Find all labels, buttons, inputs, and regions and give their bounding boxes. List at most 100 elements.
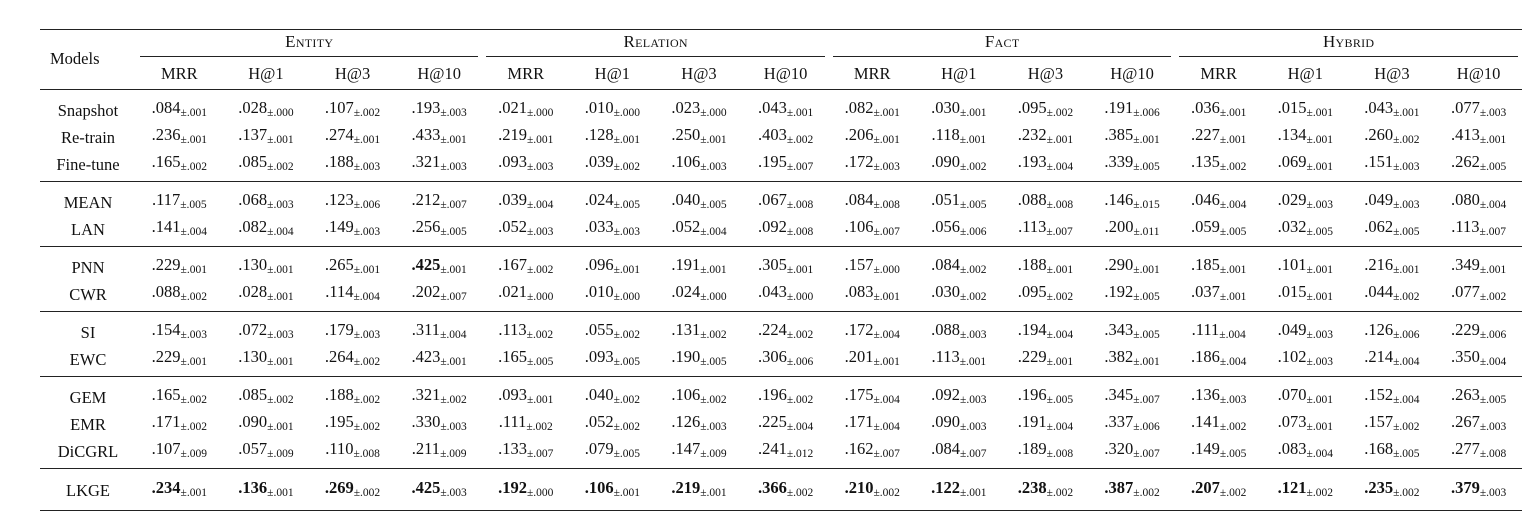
cell-std: ±.004: [440, 329, 467, 341]
cell-std: ±.003: [180, 329, 207, 341]
cell-std: ±.001: [873, 134, 900, 146]
metric-header: MRR: [1200, 64, 1238, 83]
table-cell: .339±.005: [1089, 151, 1176, 182]
cell-value: .157: [1364, 412, 1394, 431]
cell-value: .062: [1364, 217, 1394, 236]
cell-value: .350: [1450, 347, 1480, 366]
cell-value: .263: [1450, 385, 1480, 404]
table-cell: .106±.003: [656, 151, 743, 182]
table-cell: .084±.001: [136, 89, 223, 124]
cell-value: .077: [1450, 98, 1480, 117]
table-cell: .113±.002: [482, 311, 570, 346]
cell-std: ±.001: [700, 134, 727, 146]
metric-header: H@3: [681, 64, 717, 83]
table-cell: .088±.008: [1002, 181, 1089, 216]
cell-std: ±.004: [267, 226, 294, 238]
cell-value: .152: [1364, 385, 1394, 404]
cell-value: .085: [238, 152, 268, 171]
table-cell: .123±.006: [309, 181, 396, 216]
table-cell: .234±.001: [136, 468, 223, 511]
cell-value: .321: [411, 152, 441, 171]
metric-header: H@1: [594, 64, 631, 83]
table-cell: .046±.004: [1175, 181, 1262, 216]
table-cell: .152±.004: [1348, 376, 1436, 411]
cell-std: ±.002: [613, 329, 641, 341]
table-cell: .219±.001: [655, 468, 743, 511]
cell-value: .185: [1191, 255, 1220, 274]
cell-value: .311: [411, 320, 441, 339]
cell-std: ±.001: [1306, 107, 1333, 119]
table-cell: .084±.002: [915, 246, 1003, 281]
cell-std: ±.002: [180, 394, 207, 406]
cell-std: ±.003: [526, 226, 554, 238]
cell-std: ±.005: [1219, 448, 1247, 460]
table-cell: .241±.012: [742, 438, 829, 469]
table-row: Re-train .236±.001.137±.001.274±.001.433±…: [40, 124, 1522, 151]
table-cell: .130±.001: [222, 246, 310, 281]
cell-std: ±.001: [526, 134, 554, 146]
cell-value: .077: [1450, 282, 1480, 301]
table-cell: .192±.005: [1089, 281, 1176, 312]
cell-value: .229: [151, 347, 181, 366]
cell-value: .214: [1364, 347, 1394, 366]
cell-std: ±.001: [180, 487, 207, 499]
cell-std: ±.004: [786, 421, 814, 433]
model-name: Snapshot: [40, 89, 137, 124]
table-cell: .043±.001: [742, 89, 829, 124]
cell-std: ±.000: [613, 291, 641, 303]
cell-value: .433: [411, 125, 441, 144]
cell-std: ±.001: [959, 134, 987, 146]
cell-value: .290: [1104, 255, 1134, 274]
table-cell: .090±.002: [916, 151, 1003, 182]
table-cell: .032±.005: [1262, 216, 1349, 247]
cell-std: ±.003: [1479, 421, 1507, 433]
table-cell: .274±.001: [309, 124, 396, 151]
cell-std: ±.007: [440, 199, 467, 211]
cell-value: .196: [757, 385, 787, 404]
table-cell: .337±.006: [1089, 411, 1176, 438]
table-row: DiCGRL .107±.009.057±.009.110±.008.211±.0…: [40, 438, 1522, 469]
cell-std: ±.002: [353, 356, 381, 368]
cell-value: .090: [931, 152, 961, 171]
cell-value: .111: [498, 412, 527, 431]
cell-value: .029: [1277, 190, 1307, 209]
cell-value: .122: [931, 478, 961, 497]
table-cell: .172±.003: [829, 151, 916, 182]
model-name: EWC: [69, 350, 107, 369]
cell-value: .028: [238, 282, 268, 301]
cell-std: ±.002: [1046, 107, 1074, 119]
table-cell: .036±.001: [1175, 89, 1262, 124]
table-cell: .193±.003: [395, 89, 483, 124]
cell-std: ±.001: [1306, 291, 1333, 303]
cell-value: .052: [671, 217, 701, 236]
cell-std: ±.000: [873, 264, 900, 276]
cell-std: ±.001: [1046, 356, 1074, 368]
cell-value: .070: [1277, 385, 1307, 404]
cell-value: .090: [931, 412, 961, 431]
cell-value: .084: [844, 190, 874, 209]
table-cell: .225±.004: [742, 411, 829, 438]
cell-std: ±.002: [786, 329, 814, 341]
cell-value: .267: [1450, 412, 1480, 431]
cell-value: .236: [151, 125, 181, 144]
cell-value: .151: [1364, 152, 1394, 171]
cell-value: .425: [411, 255, 441, 274]
table-cell: .128±.001: [569, 124, 656, 151]
cell-value: .256: [411, 217, 441, 236]
table-cell: .113±.007: [1435, 216, 1522, 247]
cell-std: ±.008: [786, 199, 814, 211]
cell-std: ±.008: [1046, 448, 1074, 460]
table-cell: .146±.015: [1088, 181, 1176, 216]
cell-value: .229: [1017, 347, 1047, 366]
table-cell: .385±.001: [1089, 124, 1176, 151]
cell-value: .379: [1450, 478, 1480, 497]
table-cell: .207±.002: [1175, 468, 1262, 511]
cell-std: ±.004: [1393, 356, 1420, 368]
cell-value: .126: [671, 412, 701, 431]
cell-value: .207: [1191, 478, 1220, 497]
cell-value: .040: [671, 190, 701, 209]
table-cell: .088±.002: [136, 281, 223, 312]
cell-std: ±.002: [1046, 291, 1074, 303]
cell-value: .049: [1277, 320, 1307, 339]
cell-std: ±.009: [180, 448, 207, 460]
